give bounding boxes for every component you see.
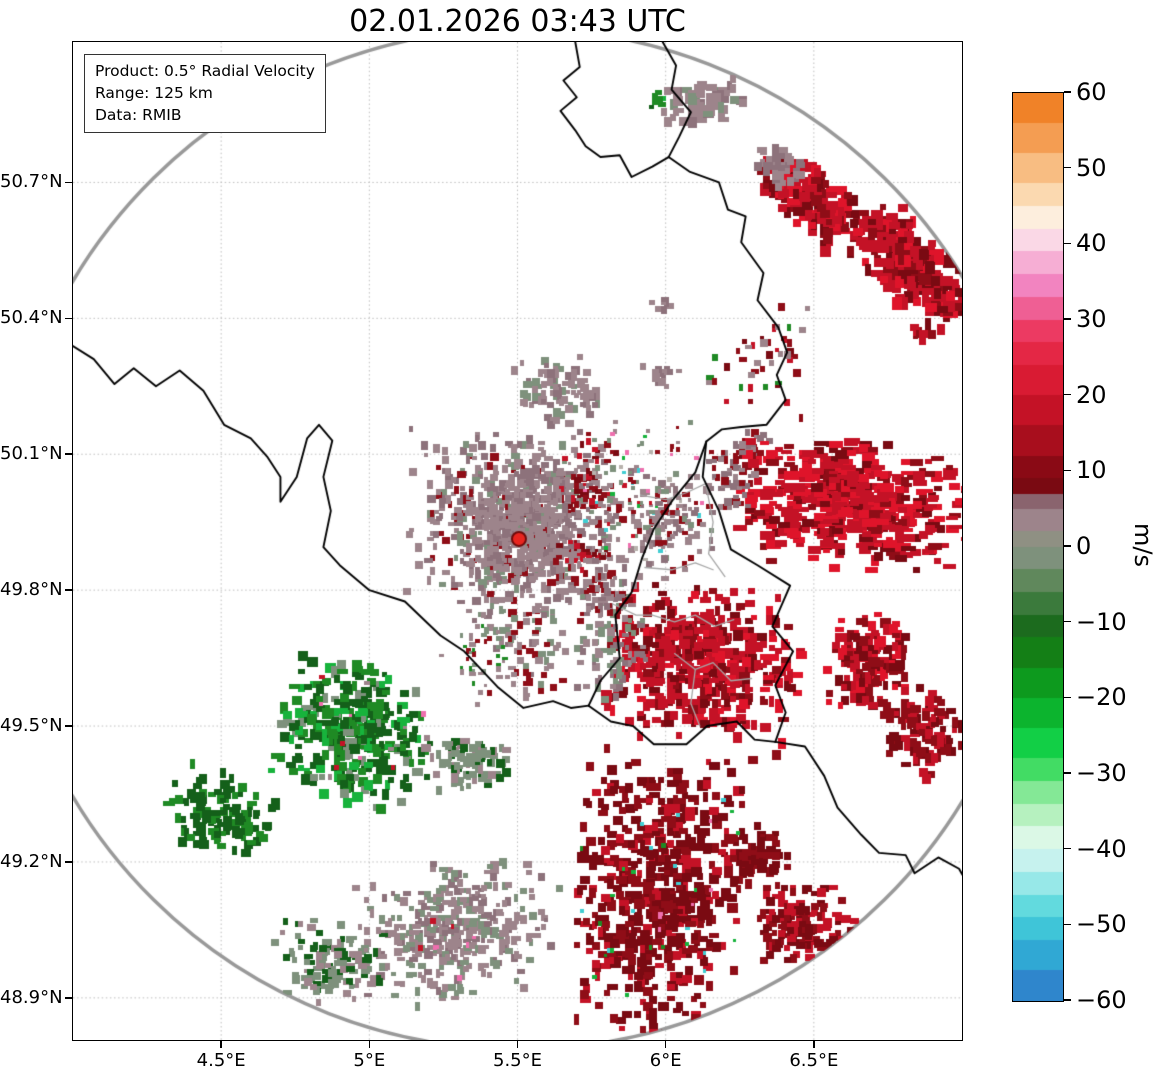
colorbar-tick-label: −30 (1076, 759, 1127, 787)
y-tick-label: 50.1°N (0, 443, 63, 465)
colorbar-tick-label: 0 (1076, 532, 1092, 560)
x-tick (516, 1041, 519, 1048)
colorbar-tick (1064, 166, 1071, 169)
x-tick-label: 6.5°E (789, 1050, 839, 1071)
colorbar-tick (1064, 469, 1071, 472)
y-tick (65, 997, 72, 999)
map-plot-area: Product: 0.5° Radial Velocity Range: 125… (73, 42, 962, 1040)
colorbar-canvas (1013, 93, 1063, 1001)
colorbar-tick-label: −10 (1076, 607, 1127, 636)
colorbar-tick-label: 20 (1076, 380, 1107, 409)
product-info-box: Product: 0.5° Radial Velocity Range: 125… (84, 54, 326, 133)
chart-title: 02.01.2026 03:43 UTC (349, 4, 686, 39)
colorbar (1012, 92, 1064, 1002)
x-tick-label: 5.5°E (493, 1050, 542, 1071)
y-tick (65, 725, 72, 727)
info-range-line: Range: 125 km (95, 84, 213, 102)
colorbar-tick-label: 50 (1076, 153, 1107, 182)
y-tick (65, 317, 72, 320)
y-tick (65, 181, 72, 184)
colorbar-tick-label: −20 (1076, 683, 1127, 712)
colorbar-tick-label: −40 (1076, 834, 1127, 863)
x-tick-label: 4.5°E (196, 1050, 246, 1071)
y-tick-label: 50.7°N (0, 171, 63, 193)
colorbar-tick (1064, 393, 1071, 396)
colorbar-tick (1064, 772, 1071, 774)
y-tick-label: 48.9°N (0, 986, 63, 1008)
colorbar-tick-label: 60 (1076, 78, 1107, 106)
colorbar-tick (1064, 318, 1071, 320)
x-tick (813, 1041, 815, 1048)
colorbar-tick-label: 10 (1076, 456, 1107, 485)
colorbar-tick (1064, 923, 1071, 926)
colorbar-tick-label: −50 (1076, 910, 1127, 939)
y-tick-label: 49.2°N (0, 850, 63, 872)
y-tick-label: 49.8°N (0, 579, 63, 601)
x-tick (368, 1041, 371, 1048)
y-tick (65, 453, 72, 455)
colorbar-tick (1064, 999, 1071, 1001)
colorbar-tick (1064, 620, 1071, 623)
colorbar-tick (1064, 242, 1071, 245)
colorbar-tick-label: 30 (1076, 305, 1107, 333)
y-tick-label: 49.5°N (0, 715, 63, 737)
info-data-line: Data: RMIB (95, 106, 182, 124)
y-tick-label: 50.4°N (0, 307, 63, 329)
y-tick (65, 861, 72, 863)
x-tick-label: 5°E (353, 1050, 386, 1071)
info-product-line: Product: 0.5° Radial Velocity (95, 62, 315, 80)
colorbar-tick (1064, 847, 1071, 850)
colorbar-tick-label: 40 (1076, 229, 1107, 258)
colorbar-tick (1064, 545, 1071, 547)
y-tick (65, 589, 72, 591)
colorbar-unit-label: m/s (1128, 523, 1157, 567)
radar-map-canvas (73, 42, 962, 1040)
x-tick-label: 6°E (649, 1050, 682, 1071)
colorbar-tick-label: −60 (1076, 986, 1127, 1014)
x-tick (220, 1041, 222, 1048)
colorbar-tick (1064, 91, 1071, 93)
colorbar-tick (1064, 696, 1071, 699)
x-tick (664, 1041, 667, 1048)
